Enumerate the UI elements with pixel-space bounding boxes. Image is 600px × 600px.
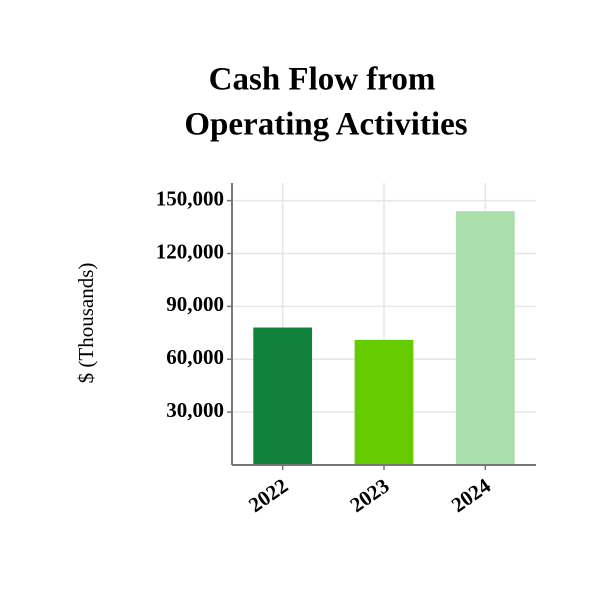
y-tick-label: 120,000	[156, 239, 224, 263]
y-axis-label: $ (Thousands)	[74, 263, 98, 384]
chart-title: Operating Activities	[184, 107, 467, 143]
bar	[354, 339, 414, 465]
bar	[455, 211, 515, 465]
y-tick-label: 150,000	[156, 186, 224, 210]
chart-title: Cash Flow from	[209, 62, 436, 98]
bar	[253, 327, 313, 465]
y-tick-label: 30,000	[166, 398, 224, 422]
y-tick-label: 60,000	[166, 345, 224, 369]
y-tick-label: 90,000	[166, 292, 224, 316]
